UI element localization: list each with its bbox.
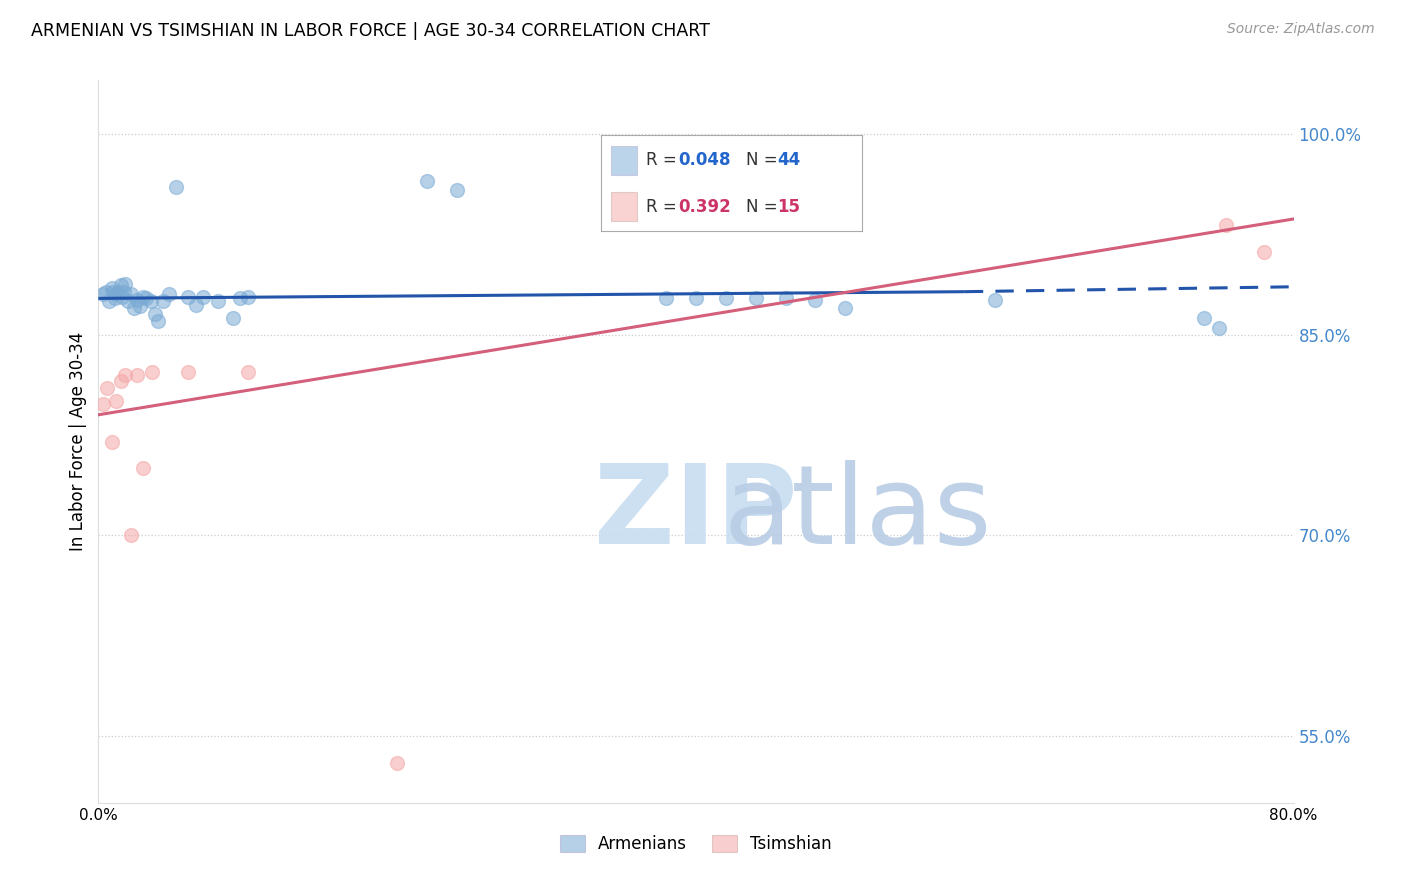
Point (655, 292, 678, 306)
Point (104, 292, 127, 306)
Point (416, 174, 439, 188)
Text: ARMENIAN VS TSIMSHIAN IN LABOR FORCE | AGE 30-34 CORRELATION CHART: ARMENIAN VS TSIMSHIAN IN LABOR FORCE | A… (31, 22, 710, 40)
Point (165, 180, 187, 194)
Point (114, 277, 136, 291)
Point (1253, 244, 1275, 259)
Point (127, 368, 149, 382)
Text: atlas: atlas (723, 460, 991, 567)
Point (96, 381, 118, 395)
Point (207, 294, 229, 309)
Text: N =: N = (745, 198, 783, 216)
Point (97, 294, 120, 309)
Point (191, 290, 214, 304)
Point (685, 292, 707, 306)
Point (236, 365, 259, 379)
Text: R =: R = (647, 152, 682, 169)
Point (103, 285, 125, 299)
Point (1192, 311, 1215, 326)
Point (446, 183, 468, 197)
Point (110, 278, 132, 293)
Point (114, 368, 136, 382)
Point (112, 285, 135, 299)
Text: N =: N = (745, 152, 783, 169)
Text: 44: 44 (778, 152, 800, 169)
Point (124, 301, 146, 315)
Point (1208, 321, 1230, 335)
Text: 0.392: 0.392 (678, 198, 731, 216)
Text: 0.048: 0.048 (678, 152, 730, 169)
Point (120, 287, 142, 301)
Text: R =: R = (647, 198, 682, 216)
Point (120, 528, 142, 542)
Point (177, 290, 200, 304)
Point (135, 292, 157, 306)
Point (129, 300, 152, 314)
Point (745, 292, 768, 306)
Point (834, 301, 856, 315)
Point (1215, 218, 1237, 232)
Point (184, 298, 207, 312)
Point (222, 311, 245, 326)
Text: 15: 15 (778, 198, 800, 216)
Point (152, 294, 174, 309)
Point (148, 314, 170, 328)
Point (157, 287, 180, 301)
Point (105, 394, 128, 409)
Point (132, 290, 155, 304)
Point (132, 461, 155, 475)
Point (804, 293, 827, 307)
Point (177, 365, 200, 379)
Point (229, 292, 252, 306)
Point (107, 285, 129, 299)
FancyBboxPatch shape (612, 192, 637, 221)
Point (91, 397, 114, 411)
Point (101, 280, 124, 294)
Point (143, 308, 166, 322)
Point (984, 293, 1007, 307)
Point (127, 293, 149, 307)
Point (110, 375, 132, 389)
Point (94, 285, 117, 299)
Point (236, 290, 259, 304)
Point (714, 292, 737, 306)
Point (101, 434, 124, 449)
Point (385, 756, 409, 770)
Text: ZIP: ZIP (595, 460, 797, 567)
Point (141, 365, 163, 379)
Point (111, 290, 134, 304)
Legend: Armenians, Tsimshian: Armenians, Tsimshian (553, 828, 839, 860)
Point (139, 294, 162, 309)
Point (105, 287, 128, 301)
Point (775, 292, 797, 306)
FancyBboxPatch shape (612, 146, 637, 175)
Point (91, 287, 114, 301)
Point (117, 294, 139, 309)
Y-axis label: In Labor Force | Age 30-34: In Labor Force | Age 30-34 (69, 332, 87, 551)
Text: Source: ZipAtlas.com: Source: ZipAtlas.com (1227, 22, 1375, 37)
